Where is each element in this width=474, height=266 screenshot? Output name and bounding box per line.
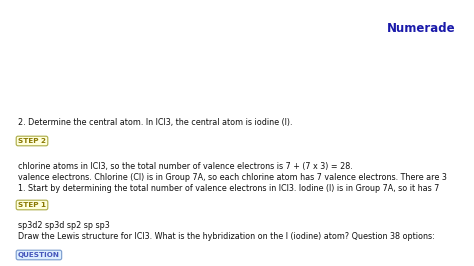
Text: chlorine atoms in ICl3, so the total number of valence electrons is 7 + (7 x 3) : chlorine atoms in ICl3, so the total num… (18, 162, 353, 171)
Text: STEP 1: STEP 1 (18, 202, 46, 208)
Text: Draw the Lewis structure for ICl3. What is the hybridization on the I (iodine) a: Draw the Lewis structure for ICl3. What … (18, 232, 435, 241)
Text: 1. Start by determining the total number of valence electrons in ICl3. Iodine (I: 1. Start by determining the total number… (18, 184, 439, 193)
Text: 2. Determine the central atom. In ICl3, the central atom is iodine (I).: 2. Determine the central atom. In ICl3, … (18, 118, 292, 127)
Text: QUESTION: QUESTION (18, 252, 60, 258)
Text: sp3d2 sp3d sp2 sp sp3: sp3d2 sp3d sp2 sp sp3 (18, 221, 110, 230)
Text: Numerade: Numerade (387, 22, 456, 35)
Text: STEP 2: STEP 2 (18, 138, 46, 144)
Text: valence electrons. Chlorine (Cl) is in Group 7A, so each chlorine atom has 7 val: valence electrons. Chlorine (Cl) is in G… (18, 173, 447, 182)
